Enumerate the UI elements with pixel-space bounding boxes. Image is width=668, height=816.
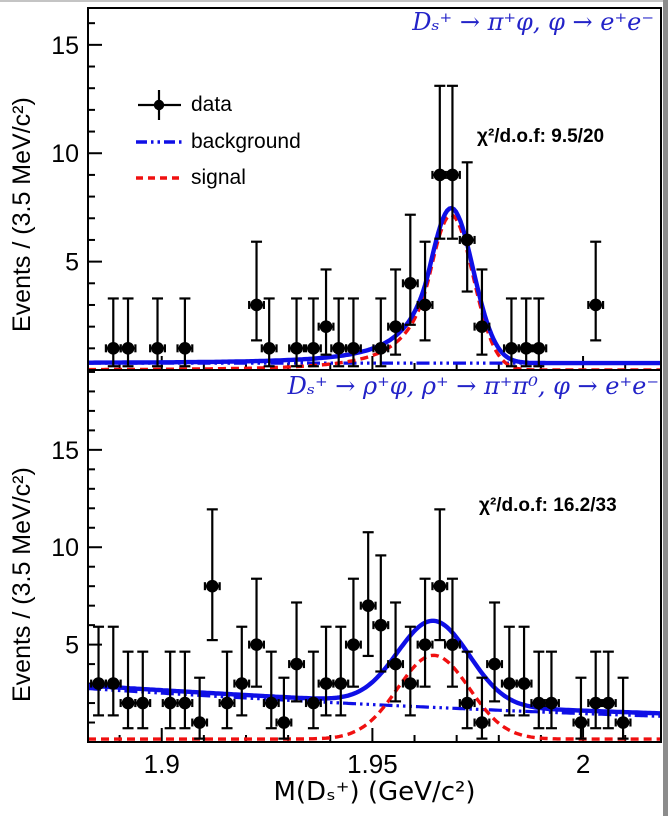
data-marker [446,638,459,651]
data-marker [334,677,348,690]
data-marker [332,342,345,355]
window-edge-right [663,0,668,816]
data-marker [151,342,164,355]
data-marker [532,696,546,710]
data-marker [404,276,417,290]
y-tick-label: 10 [51,534,79,562]
data-marker [193,716,206,729]
plot-frame [87,7,662,371]
bottom-panel: 5 10 15 1.9 1.95 2 [51,369,662,779]
y-axis-title-bottom: Events / (3.5 MeV/c²) [8,467,36,702]
data-marker [389,657,402,671]
total-fit-curve [89,205,660,366]
data-marker [475,716,489,729]
y-tick-label: 10 [51,140,79,168]
data-marker [545,696,558,710]
data-marker [163,696,177,710]
x-tick-label: 1.95 [347,749,398,779]
background-curve [89,686,660,718]
data-marker [589,298,602,312]
data-marker [290,342,303,355]
x-tick-label: 2 [576,749,590,779]
data-marker [418,298,432,312]
data-marker [602,696,615,710]
y-tick-label: 15 [51,32,79,60]
data-marker [532,342,546,355]
data-marker [460,696,474,710]
data-marker [106,677,120,690]
top-chi2-label: χ²/d.o.f: 9.5/20 [477,126,605,147]
data-marker [277,716,291,729]
data-marker [290,657,303,671]
x-tick-label: 1.9 [144,749,180,779]
data-marker [418,638,432,651]
data-marker [574,716,588,729]
data-marker [347,638,360,651]
legend-samples [136,90,184,180]
data-marker [136,696,150,710]
data-marker [347,342,360,355]
data-marker [307,342,320,355]
y-tick-label: 15 [51,437,79,465]
data-marker [616,716,630,729]
data-marker [250,638,263,651]
data-marker [475,320,489,333]
data-marker [374,618,388,632]
y-tick-label: 5 [65,249,79,277]
data-marker [106,342,120,355]
data-marker [433,579,447,593]
data-marker [460,233,474,247]
data-marker [517,677,531,690]
legend-label-data: data [191,93,232,116]
data-marker [319,320,333,333]
top-panel-title: Dₛ⁺ → π⁺φ, φ → e⁺e⁻ [412,8,654,36]
data-marker [121,696,135,710]
axis-ticks [88,22,627,370]
data-marker [361,599,375,612]
data-marker [250,298,263,312]
bottom-panel-title: Dₛ⁺ → ρ⁺φ, ρ⁺ → π⁺π⁰, φ → e⁺e⁻ [287,372,659,400]
data-marker [235,677,249,690]
total-fit-curve [89,618,660,716]
data-marker [433,168,447,182]
bottom-chi2-label: χ²/d.o.f: 16.2/33 [479,495,617,516]
data-marker [389,320,402,333]
legend-label-signal: signal [191,166,246,189]
y-axis-title-top: Events / (3.5 MeV/c²) [8,97,36,332]
data-marker [503,677,516,690]
signal-curve [89,653,660,741]
data-points [90,508,632,740]
signal-curve [89,213,660,369]
plot-frame [87,369,662,743]
data-marker [178,342,192,355]
data-marker [505,342,518,355]
data-marker [488,657,501,671]
data-marker [519,342,533,355]
data-marker [264,696,278,710]
legend-label-background: background [191,130,301,153]
x-axis-title: M(Dₛ⁺) (GeV/c²) [273,777,476,807]
data-marker [589,696,602,710]
data-marker [205,579,219,593]
data-marker [121,342,135,355]
data-marker [178,696,192,710]
data-marker [446,168,459,182]
data-points [104,84,605,368]
data-marker [374,342,388,355]
data-marker [319,677,333,690]
data-marker [404,677,417,690]
data-marker [307,696,320,710]
window-edge-top [0,0,668,2]
axis-ticks [88,370,627,742]
data-marker [92,677,105,690]
top-panel: 5 10 15 [51,7,662,371]
y-tick-label: 5 [65,632,79,660]
data-marker [220,696,234,710]
data-marker [262,342,276,355]
